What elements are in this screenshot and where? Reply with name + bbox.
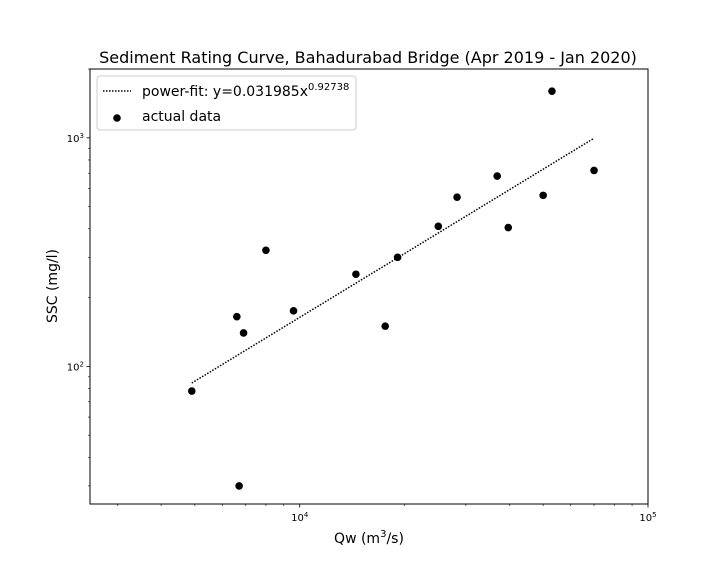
data-point — [434, 222, 443, 231]
data-point — [239, 329, 248, 337]
data-point — [233, 312, 241, 321]
data-point — [453, 193, 461, 201]
y-tick-label: 102 — [67, 360, 84, 373]
data-point — [262, 246, 270, 255]
legend-scatter-swatch — [113, 114, 121, 122]
x-tick-label: 105 — [639, 511, 656, 524]
legend: power-fit: y=0.031985x0.92738 actual dat… — [96, 75, 357, 131]
legend-fit-line-exponent: 0.92738 — [308, 82, 349, 93]
data-point — [235, 482, 243, 490]
plot-frame — [89, 68, 649, 505]
data-points-layer — [187, 87, 598, 490]
fit-line-layer — [191, 137, 595, 384]
axis-ticks: 104 105 102 103 — [67, 68, 657, 524]
y-axis-label: SSC (mg/l) — [45, 249, 61, 323]
data-point — [393, 253, 402, 262]
chart-title: Sediment Rating Curve, Bahadurabad Bridg… — [99, 48, 637, 67]
data-point — [493, 172, 501, 180]
data-point — [504, 223, 513, 232]
data-point — [187, 387, 196, 395]
legend-box — [96, 75, 357, 131]
data-point — [352, 270, 360, 279]
x-axis-label-sup: 3 — [380, 529, 386, 540]
data-point — [381, 322, 390, 330]
x-axis-label-base: Qw (m — [334, 531, 380, 547]
legend-fit-line-name: power-fit: y=0.031985x — [142, 84, 308, 100]
y-tick-label: 103 — [67, 132, 84, 145]
power-fit-line — [191, 137, 595, 384]
data-point — [289, 307, 298, 315]
data-point — [539, 191, 547, 200]
x-axis-label-tail: /s) — [386, 531, 403, 547]
data-point — [548, 87, 556, 95]
legend-fit-line-label: power-fit: y=0.031985x0.92738 — [142, 82, 349, 100]
x-axis-label: Qw (m3/s) — [334, 529, 404, 547]
legend-scatter-label: actual data — [142, 109, 221, 125]
x-tick-label: 104 — [291, 511, 309, 524]
data-point — [590, 166, 598, 175]
